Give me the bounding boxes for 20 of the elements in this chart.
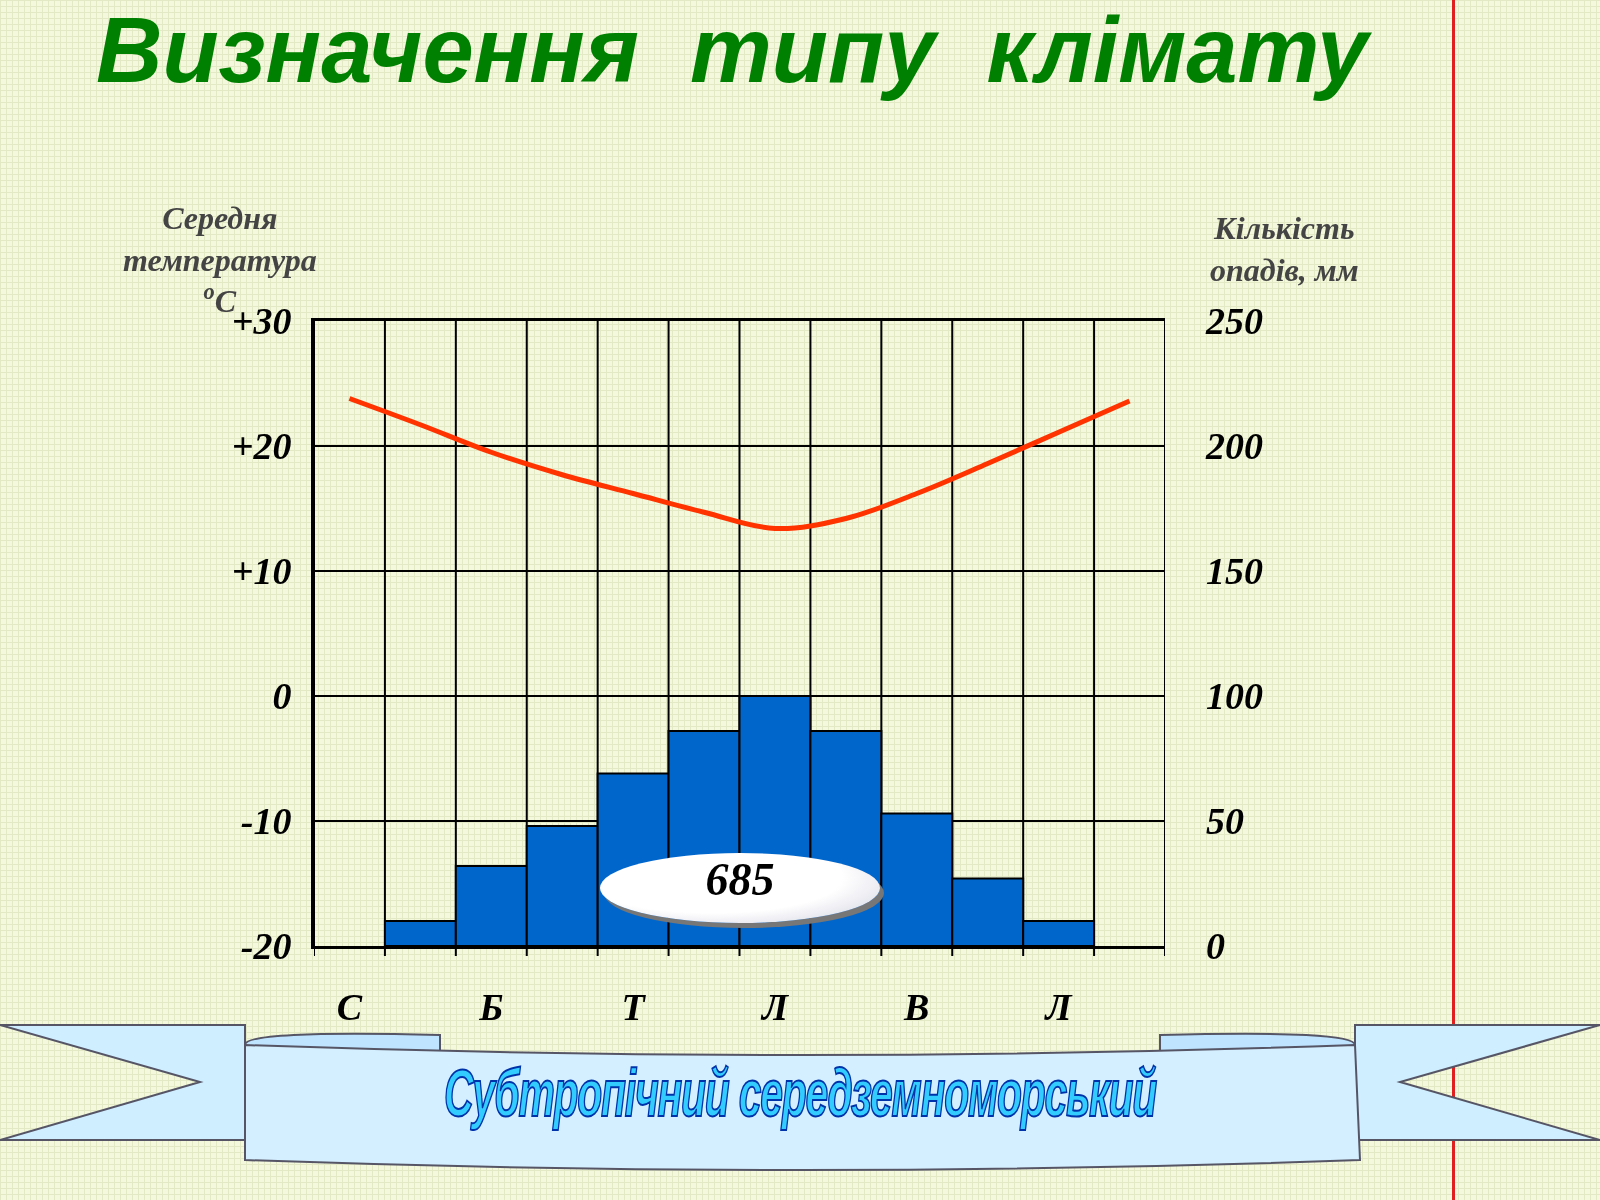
y-tick-label: -20: [240, 925, 292, 968]
y2-tick-label: 0: [1206, 925, 1225, 968]
text: Субтропічний середземноморський: [443, 1055, 1158, 1131]
x-tick-label: Л: [759, 985, 790, 1028]
y2-axis-title: Кількість опадів, мм: [1210, 210, 1359, 288]
y2-tick-label: 250: [1205, 300, 1263, 343]
y-tick-label: -10: [240, 800, 292, 843]
y2-tick-label: 100: [1206, 675, 1263, 718]
x-tick-label: Б: [478, 985, 504, 1028]
y-tick-label: +10: [231, 550, 292, 593]
x-tick-label: Т: [621, 985, 647, 1028]
x-tick-label: Л: [1043, 985, 1074, 1028]
y2-tick-label: 50: [1206, 800, 1244, 843]
y2-tick-label: 150: [1206, 550, 1263, 593]
y-tick-label: 0: [272, 675, 292, 718]
x-tick-label: В: [903, 985, 930, 1028]
y2-tick-label: 200: [1205, 425, 1263, 468]
chart-title: Визначення типу клімату: [96, 0, 1372, 102]
x-tick-label: С: [336, 985, 363, 1028]
y-tick-label: +20: [231, 425, 292, 468]
